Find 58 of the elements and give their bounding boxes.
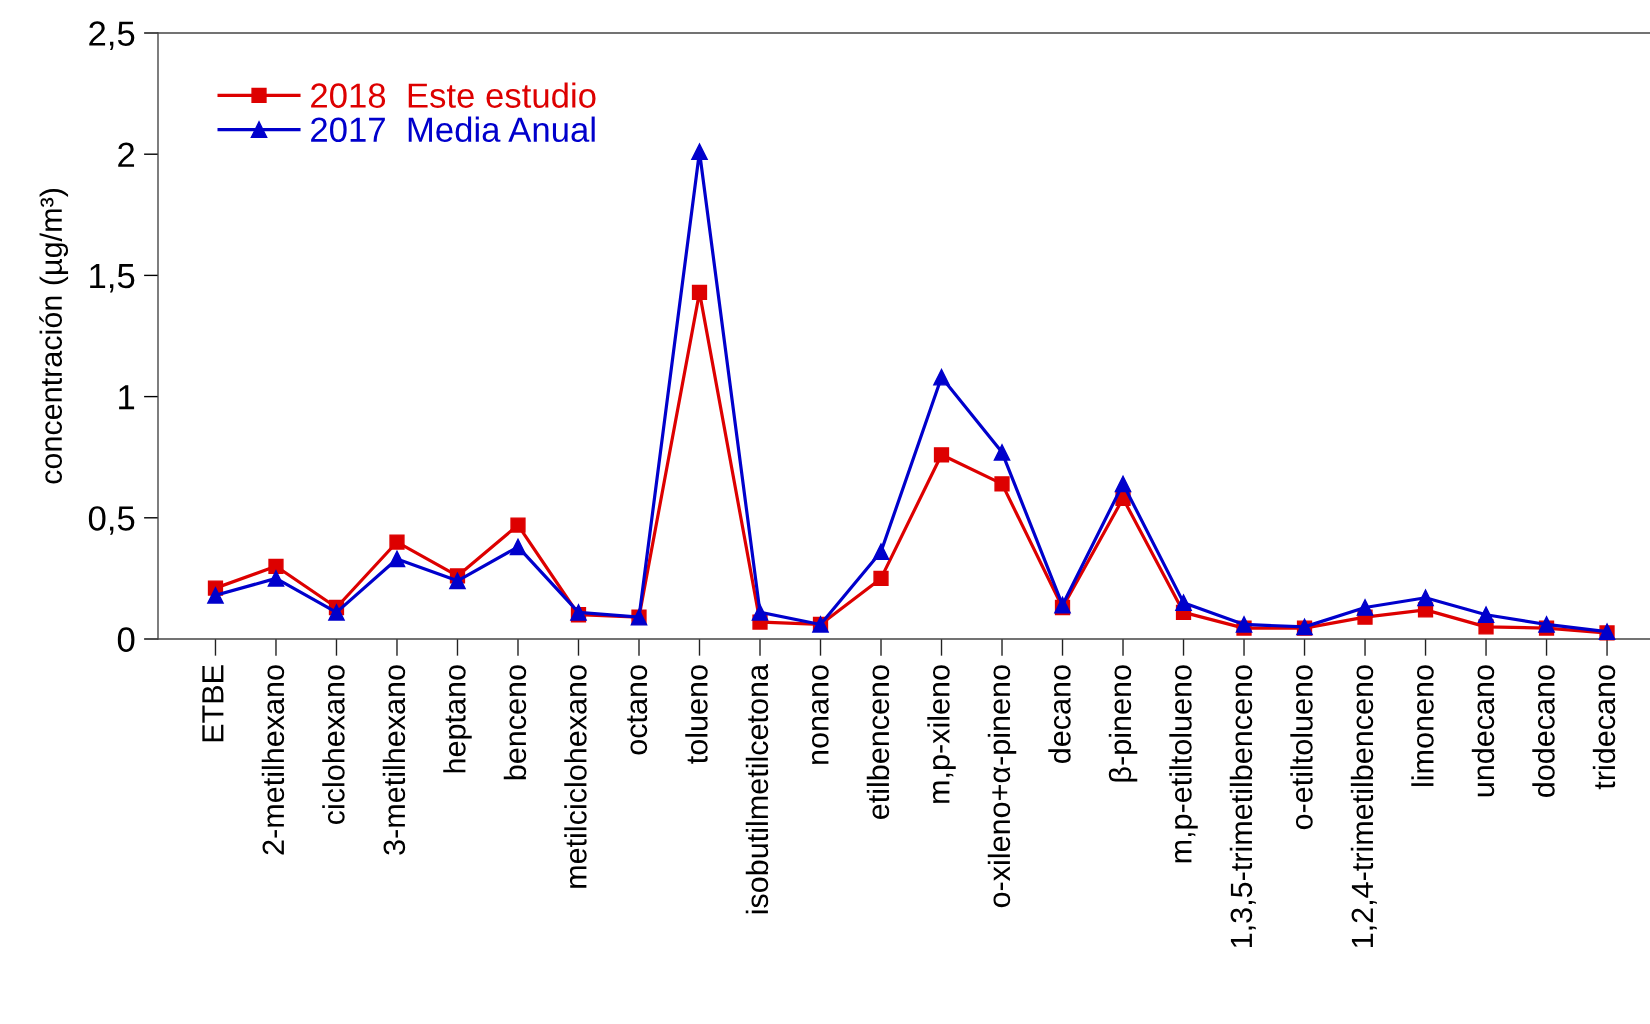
point xyxy=(1356,599,1374,616)
x-tick-label: 1,2,4-trimetilbenceno xyxy=(1350,665,1377,947)
x-tick-label: undecano xyxy=(1471,665,1495,797)
point xyxy=(1235,616,1253,633)
x-tick-label: octano xyxy=(627,665,648,755)
point xyxy=(691,284,708,301)
legend-label: 2018 Este estudio xyxy=(311,82,596,108)
x-tick-label: tridecano xyxy=(1592,665,1616,790)
point xyxy=(1477,606,1495,624)
point xyxy=(994,476,1010,492)
point xyxy=(389,534,405,550)
legend-label: 2017 Media Anual xyxy=(311,116,595,143)
point xyxy=(691,143,708,161)
point xyxy=(993,444,1011,461)
point xyxy=(268,558,284,574)
point xyxy=(873,570,889,587)
y-tick-label: 1,5 xyxy=(90,264,135,293)
x-tick-label: limoneno xyxy=(1411,665,1434,786)
x-tick-label: benceno xyxy=(503,665,527,780)
point xyxy=(933,368,950,386)
x-tick-label: 3-metilhexano xyxy=(382,665,406,855)
x-tick-label: tolueno xyxy=(685,665,708,764)
x-tick-label: m,p-xileno xyxy=(927,665,956,803)
point xyxy=(509,538,527,556)
y-tick-label: 0 xyxy=(117,627,135,652)
point xyxy=(267,570,285,587)
x-tick-label: metilciclohexano xyxy=(564,665,587,888)
y-axis-title: concentración (µg/m³) xyxy=(39,188,69,484)
point xyxy=(1538,616,1555,633)
point xyxy=(328,604,345,621)
point xyxy=(1175,594,1192,611)
point xyxy=(207,587,224,604)
x-tick-label: isobutilmetilcetona xyxy=(745,663,769,914)
y-tick-label: 2 xyxy=(118,142,135,167)
x-tick-label: m,p-etiltolueno xyxy=(1169,665,1198,863)
x-tick-label: heptano xyxy=(443,665,472,773)
x-tick-label: nonano xyxy=(811,665,829,764)
x-tick-label: etilbenceno xyxy=(866,665,890,819)
x-tick-label: o-etiltolueno xyxy=(1290,665,1313,830)
point xyxy=(510,517,526,533)
x-tick-label: 1,3,5-trimetilbenceno xyxy=(1229,665,1256,947)
x-tick-label: β-pineno xyxy=(1108,665,1138,782)
point xyxy=(872,543,890,561)
point xyxy=(449,572,466,590)
x-tick-label: ETBE xyxy=(202,665,224,742)
x-tick-label: dodecano xyxy=(1532,665,1555,797)
y-tick-label: 1 xyxy=(119,385,135,410)
x-tick-label: 2-metilhexano xyxy=(261,665,285,855)
x-tick-label: ciclohexano xyxy=(322,665,345,825)
point xyxy=(1114,475,1132,493)
x-tick-label: decano xyxy=(1048,665,1071,763)
point xyxy=(388,550,406,568)
point xyxy=(933,447,950,463)
point xyxy=(751,604,769,621)
y-tick-label: 0,5 xyxy=(88,506,135,535)
x-tick-label: o-xileno+α-pineno xyxy=(987,665,1017,908)
y-tick-label: 2,5 xyxy=(89,21,135,51)
point xyxy=(1417,589,1434,607)
